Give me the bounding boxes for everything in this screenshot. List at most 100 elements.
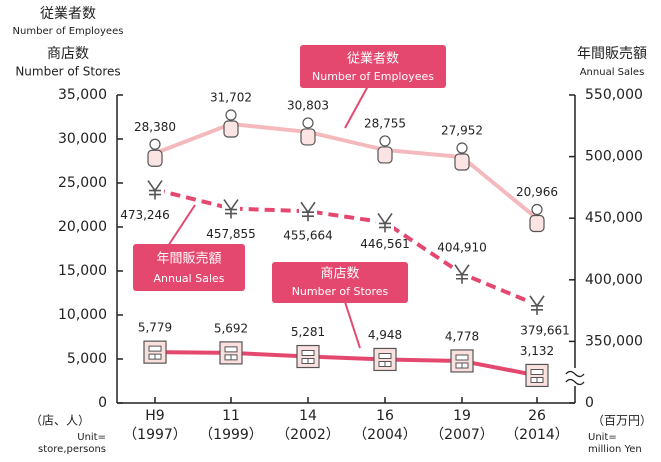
callout-text: 年間販売額 [156, 251, 221, 267]
x-tick-label: （1997） [123, 427, 187, 443]
data-label: 20,966 [516, 185, 558, 199]
data-label: 27,952 [441, 124, 483, 138]
y-tick-label: 5,000 [67, 351, 107, 367]
y-tick-label: 25,000 [58, 175, 107, 191]
store-detail [148, 345, 162, 360]
body [147, 149, 163, 167]
y-tick-label: 10,000 [58, 307, 107, 323]
x-tick-label: （2002） [276, 427, 340, 443]
x-tick-label: 26 [528, 408, 546, 424]
callout-text: Number of Employees [312, 70, 434, 83]
y2-tick-label: 350,000 [585, 333, 643, 349]
head [456, 142, 468, 154]
x-tick-label: （1999） [199, 427, 263, 443]
data-label: 5,779 [138, 321, 172, 335]
marker [219, 341, 243, 365]
yen [454, 264, 470, 284]
callout-text: 従業者数 [347, 51, 399, 67]
store-box [373, 347, 397, 372]
store-box [450, 349, 474, 373]
unit: （店、人） [30, 414, 90, 428]
x-tick-label: （2014） [505, 427, 569, 443]
store-box [143, 340, 167, 364]
marker [299, 200, 317, 223]
store-detail [378, 352, 392, 367]
y-tick-label: 20,000 [58, 219, 107, 235]
x-tick-label: 14 [299, 408, 317, 424]
body [454, 153, 470, 171]
callout-text: Annual Sales [153, 272, 224, 285]
marker [454, 142, 470, 171]
y-tick-label: 35,000 [58, 87, 107, 103]
y-tick-label: 15,000 [58, 263, 107, 279]
unit: million Yen [588, 444, 642, 455]
store-detail [301, 350, 315, 365]
store-box [296, 344, 320, 369]
y2-tick-label: 0 [585, 395, 594, 411]
callout-text: 商店数 [320, 267, 359, 282]
data-label: 379,661 [520, 323, 570, 337]
marker [453, 262, 471, 285]
data-label: 455,664 [283, 229, 333, 243]
head [531, 203, 543, 216]
y-title-en: Number of Employees [13, 26, 124, 37]
head [302, 117, 314, 129]
y-title: 従業者数 [40, 6, 96, 22]
marker [450, 349, 474, 373]
data-label: 31,702 [210, 91, 252, 105]
line [154, 350, 538, 378]
unit: （百万円） [592, 414, 652, 428]
data-label: 28,380 [134, 120, 176, 134]
unit: Unit= [588, 432, 617, 443]
marker [222, 197, 240, 220]
callout-text: Number of Stores [292, 285, 389, 298]
store-box [219, 341, 243, 365]
y2-tick-label: 400,000 [585, 272, 643, 288]
unit: store,persons [38, 444, 106, 455]
x-tick-label: 11 [222, 408, 240, 424]
line [154, 121, 539, 221]
x-tick-label: H9 [145, 408, 164, 424]
yen [529, 295, 545, 315]
y2-tick-label: 550,000 [585, 87, 643, 103]
marker [300, 117, 316, 146]
head [149, 138, 161, 150]
callouts: 従業者数 Number of Employees 年間販売額 Annual Sa… [133, 45, 446, 349]
body [223, 120, 239, 138]
head [225, 109, 237, 121]
data-label: 473,246 [120, 208, 170, 222]
store-detail [224, 346, 238, 361]
marker [376, 211, 394, 234]
data-label: 457,855 [206, 227, 256, 241]
yen [300, 201, 316, 222]
callout-box [133, 244, 245, 291]
callout-pointer [344, 301, 361, 349]
marker [377, 135, 393, 164]
unit: Unit= [77, 432, 106, 443]
data-label: 5,692 [214, 321, 248, 335]
yen [147, 180, 163, 200]
marker [373, 347, 397, 372]
y2-title-en: Annual Sales [580, 67, 645, 78]
marker [296, 344, 320, 369]
data-label: 28,755 [364, 116, 406, 130]
data-label: 4,948 [368, 328, 402, 342]
marker [528, 293, 546, 316]
callout-box [272, 262, 408, 303]
y2-tick-label: 500,000 [585, 149, 643, 165]
callout-box [300, 45, 446, 88]
yen [377, 212, 393, 233]
marker [143, 340, 167, 364]
data-label: 3,132 [520, 344, 554, 358]
marker [146, 178, 164, 201]
x-tick-label: 19 [453, 408, 471, 424]
callout-pointer [344, 85, 369, 129]
axis-break [565, 368, 585, 386]
y2-title: 年間販売額 [577, 46, 647, 62]
y2-tick-label: 450,000 [585, 210, 643, 226]
store-box [525, 363, 549, 388]
data-label: 4,778 [445, 329, 479, 343]
x-tick-label: （2004） [353, 427, 417, 443]
yen [223, 199, 239, 219]
